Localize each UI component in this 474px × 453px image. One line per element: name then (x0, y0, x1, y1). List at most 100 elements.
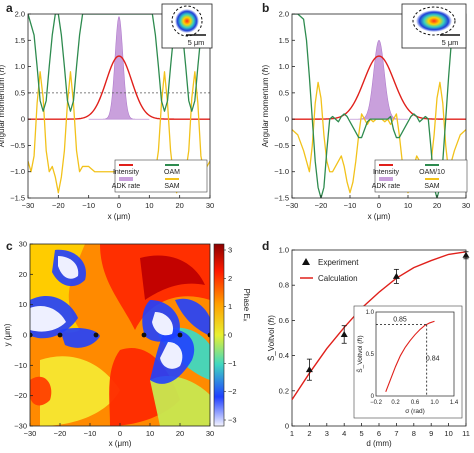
d-inset-frame (375, 311, 455, 397)
d-experiment-marker (305, 366, 313, 373)
c-phase-region (150, 375, 210, 426)
d-x-axis-label: d (mm) (366, 439, 392, 448)
c-x-axis-label: x (μm) (109, 439, 132, 448)
d-inset-x-tick-label: 0.2 (391, 400, 400, 406)
b-y-tick-label: −0.5 (274, 141, 289, 150)
a-oam-line (28, 14, 210, 112)
a-x-tick-label: 10 (145, 201, 153, 210)
c-x-tick-label: 30 (206, 429, 214, 438)
c-x-tick-label: −30 (24, 429, 37, 438)
c-phase-region (30, 376, 52, 406)
d-inset-annotation-y: 0.85 (393, 317, 407, 324)
a-x-axis-label: x (μm) (108, 212, 131, 221)
b-x-tick-label: 10 (404, 201, 412, 210)
a-x-tick-label: 30 (206, 201, 214, 210)
b-y-tick-label: 0.5 (279, 88, 289, 97)
d-x-tick-label: 3 (325, 429, 329, 438)
a-legend-swatch-adk-rate (119, 177, 133, 181)
b-inset-scale-label: 5 μm (442, 38, 459, 47)
c-colorbar-label: Phase Eₓ (242, 289, 251, 322)
d-inset-x-axis-label: σ (rad) (405, 408, 425, 415)
a-inset-scale-label: 5 μm (188, 38, 205, 47)
a-x-tick-label: −20 (52, 201, 65, 210)
c-colorbar-tick-label: 0 (228, 331, 232, 340)
c-phase-vortex-core (152, 312, 174, 336)
c-phase-vortex (60, 327, 100, 348)
c-phase-singularity (57, 332, 63, 338)
a-y-tick-label: 0 (21, 115, 25, 124)
b-inset-beam (416, 10, 452, 32)
c-x-tick-label: 10 (146, 429, 154, 438)
d-x-tick-label: 4 (342, 429, 346, 438)
c-phase-vortex-core (30, 305, 66, 332)
d-y-tick-label: 0.6 (279, 316, 289, 325)
c-x-tick-label: −20 (54, 429, 67, 438)
panel-label-a: a (6, 1, 13, 15)
b-y-tick-label: 2.0 (279, 10, 289, 19)
d-inset-y-tick-label: 1.0 (366, 310, 375, 316)
d-legend-label-calculation: Calculation (318, 274, 358, 283)
c-phase-singularity (141, 332, 147, 338)
a-inset-dashed-contour (171, 5, 203, 37)
panel-label-c: c (6, 239, 13, 253)
c-phase-region (140, 255, 205, 300)
a-intensity-line (28, 55, 210, 120)
d-x-tick-label: 9 (429, 429, 433, 438)
a-y-tick-label: −1.0 (10, 167, 25, 176)
b-x-tick-label: −10 (344, 201, 357, 210)
panel-label-d: d (262, 239, 269, 253)
a-y-tick-label: −0.5 (10, 141, 25, 150)
d-experiment-marker (340, 330, 348, 337)
b-y-tick-label: 1.5 (279, 36, 289, 45)
c-phase-vortex-core (160, 342, 183, 369)
c-x-tick-label: 0 (118, 429, 122, 438)
d-inset-y-axis-label: S̄_Voltvol (ℏ) (356, 335, 364, 372)
d-inset-y-tick-label: 0.5 (366, 352, 375, 358)
c-x-tick-label: −10 (84, 429, 97, 438)
c-phase-singularity (207, 332, 210, 338)
a-x-tick-label: 0 (117, 201, 121, 210)
a-y-tick-label: 2.0 (15, 10, 25, 19)
a-x-tick-label: 20 (175, 201, 183, 210)
d-inset-annotation-x: 0.84 (426, 356, 440, 363)
b-legend-label-adk-rate: ADK rate (372, 183, 401, 190)
b-y-tick-label: 0 (285, 115, 289, 124)
c-y-tick-label: 20 (19, 270, 27, 279)
b-inset-dashed-contour (412, 6, 456, 36)
a-y-tick-label: 1.5 (15, 36, 25, 45)
c-y-tick-label: −20 (14, 391, 27, 400)
b-adk-rate-area (350, 39, 408, 120)
a-y-tick-label: 0.5 (15, 88, 25, 97)
c-heatmap (30, 244, 210, 426)
a-y-tick-label: −1.5 (10, 194, 25, 203)
b-intensity-line (292, 55, 466, 120)
b-legend-label-intensity: Intensity (373, 169, 400, 176)
d-x-tick-label: 2 (307, 429, 311, 438)
c-colorbar-tick-label: −3 (228, 416, 237, 425)
d-x-tick-label: 11 (462, 429, 470, 438)
d-inset-y-tick-label: 0 (371, 394, 375, 400)
b-legend-label-oam: OAM/10 (419, 169, 445, 176)
d-y-tick-label: 0 (285, 422, 289, 431)
d-legend-marker-experiment (302, 258, 310, 265)
c-colorbar-tick-label: 2 (228, 274, 232, 283)
c-colorbar-tick-label: 3 (228, 246, 232, 255)
a-y-axis-label: Angular momentum (ℏ) (0, 64, 6, 147)
a-legend-label-oam: OAM (164, 169, 180, 176)
b-x-tick-label: 20 (433, 201, 441, 210)
d-experiment-marker (462, 251, 470, 258)
d-experiment-marker (392, 272, 400, 279)
a-legend-label-intensity: Intensity (113, 169, 140, 176)
c-colorbar (213, 243, 225, 427)
c-colorbar-tick-label: −1 (228, 359, 237, 368)
c-phase-singularity (93, 332, 99, 338)
d-inset-x-tick-label: 1.0 (430, 400, 439, 406)
b-x-tick-label: −30 (286, 201, 299, 210)
d-y-tick-label: 0.8 (279, 281, 289, 290)
c-y-tick-label: −30 (14, 422, 27, 431)
c-phase-vortex-core (58, 256, 79, 279)
b-y-tick-label: 1.0 (279, 62, 289, 71)
a-x-tick-label: −10 (82, 201, 95, 210)
b-x-tick-label: 30 (462, 201, 470, 210)
